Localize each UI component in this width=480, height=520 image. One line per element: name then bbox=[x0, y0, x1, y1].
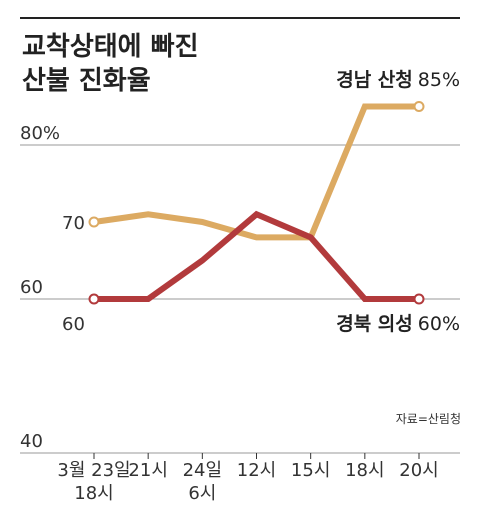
series-endpoint-marker bbox=[88, 293, 100, 305]
x-tick-label: 6시 bbox=[188, 483, 216, 504]
data-label-start-gyeongnam: 70 bbox=[62, 213, 85, 234]
series-labels: 70 60 경남 산청 85% 경북 의성 60% bbox=[62, 69, 460, 335]
x-tick-label: 18시 bbox=[74, 483, 113, 504]
chart-title-line-2: 산불 진화율 bbox=[22, 66, 151, 96]
series-final-value: 60% bbox=[418, 313, 460, 335]
source-note: 자료=산림청 bbox=[396, 412, 461, 426]
y-tick-label: 80% bbox=[20, 123, 60, 144]
y-tick-label: 60 bbox=[20, 277, 43, 298]
x-tick-label: 12시 bbox=[237, 460, 276, 481]
series-name: 경북 의성 bbox=[336, 313, 413, 335]
y-tick-label: 40 bbox=[20, 431, 43, 452]
x-tick-label: 18시 bbox=[345, 460, 384, 481]
series-final-value: 85% bbox=[418, 69, 460, 91]
x-tick-label: 21시 bbox=[128, 460, 167, 481]
x-tick-label: 24일 bbox=[183, 460, 222, 481]
x-tick-label: 20시 bbox=[399, 460, 438, 481]
data-label-start-gyeongbuk: 60 bbox=[62, 314, 85, 335]
series-endpoint-marker bbox=[413, 101, 425, 112]
series-label-1: 경북 의성 60% bbox=[336, 313, 460, 335]
series-endpoint-marker bbox=[413, 293, 425, 305]
series-endpoint-marker bbox=[88, 216, 100, 228]
series-line-1 bbox=[94, 210, 419, 302]
x-tick-label: 3월 23일 bbox=[57, 460, 130, 481]
y-grid: 80% 60 40 bbox=[20, 123, 460, 454]
series-line-0 bbox=[93, 103, 419, 241]
series-name: 경남 산청 bbox=[336, 69, 413, 91]
chart-title-line-1: 교착상태에 빠진 bbox=[22, 32, 199, 62]
plot-area bbox=[88, 101, 425, 305]
x-tick-label: 15시 bbox=[291, 460, 330, 481]
series-label-0: 경남 산청 85% bbox=[336, 69, 460, 91]
